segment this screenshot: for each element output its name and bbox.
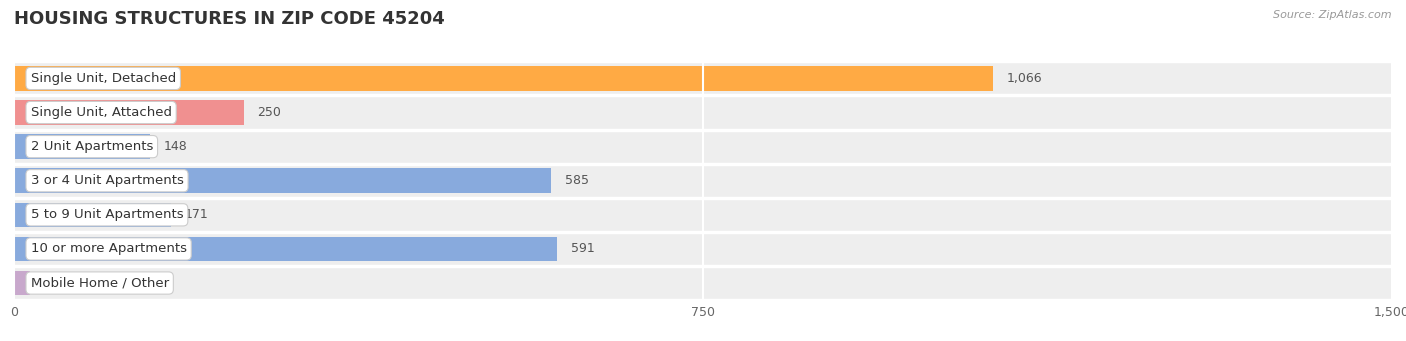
Text: 1,066: 1,066 (1007, 72, 1043, 85)
Bar (14, 164, 1392, 198)
Bar (14, 266, 1392, 300)
Bar (14, 168, 551, 193)
Bar (14, 237, 557, 261)
Text: 171: 171 (186, 208, 208, 221)
Bar (14, 271, 30, 295)
Text: 17: 17 (44, 277, 59, 290)
Text: 591: 591 (571, 242, 595, 255)
Text: Single Unit, Detached: Single Unit, Detached (31, 72, 176, 85)
Bar (14, 232, 1392, 266)
Text: Source: ZipAtlas.com: Source: ZipAtlas.com (1274, 10, 1392, 20)
Text: 3 or 4 Unit Apartments: 3 or 4 Unit Apartments (31, 174, 183, 187)
Bar (14, 61, 1392, 95)
Bar (14, 100, 243, 125)
Text: Single Unit, Attached: Single Unit, Attached (31, 106, 172, 119)
Text: 585: 585 (565, 174, 589, 187)
Text: Mobile Home / Other: Mobile Home / Other (31, 277, 169, 290)
Bar (14, 130, 1392, 164)
Bar (14, 198, 1392, 232)
Text: 2 Unit Apartments: 2 Unit Apartments (31, 140, 153, 153)
Bar (14, 95, 1392, 130)
Bar (14, 203, 172, 227)
Bar (14, 134, 150, 159)
Text: 10 or more Apartments: 10 or more Apartments (31, 242, 187, 255)
Text: 148: 148 (163, 140, 187, 153)
Text: HOUSING STRUCTURES IN ZIP CODE 45204: HOUSING STRUCTURES IN ZIP CODE 45204 (14, 10, 444, 28)
Text: 5 to 9 Unit Apartments: 5 to 9 Unit Apartments (31, 208, 183, 221)
Bar (14, 66, 993, 91)
Text: 250: 250 (257, 106, 281, 119)
